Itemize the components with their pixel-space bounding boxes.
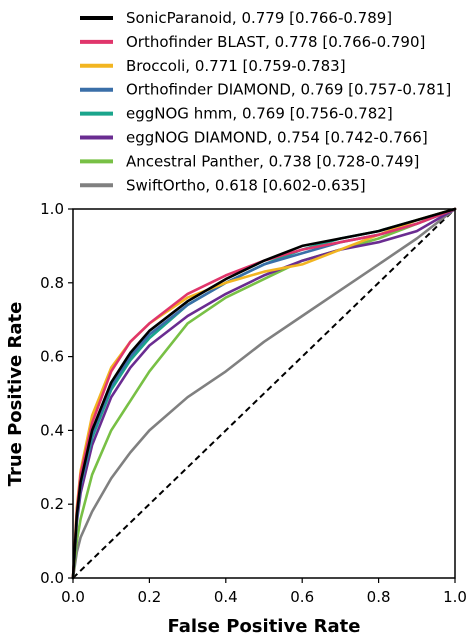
legend-label: Orthofinder DIAMOND, 0.769 [0.757-0.781]: [126, 81, 451, 99]
legend-label: Orthofinder BLAST, 0.778 [0.766-0.790]: [126, 33, 425, 51]
y-tick-label: 1.0: [40, 200, 64, 218]
legend-label: SwiftOrtho, 0.618 [0.602-0.635]: [126, 176, 366, 194]
roc-series-line: [71, 207, 457, 580]
x-tick-label: 1.0: [443, 588, 467, 606]
roc-series-line: [71, 207, 457, 580]
y-tick-label: 0.0: [40, 569, 64, 587]
legend-label: Ancestral Panther, 0.738 [0.728-0.749]: [126, 152, 419, 170]
x-tick-label: 0.6: [290, 588, 314, 606]
plot-area: [71, 207, 457, 580]
x-tick-label: 0.2: [137, 588, 161, 606]
y-axis-title: True Positive Rate: [5, 302, 26, 487]
diagonal-reference-line: [72, 208, 456, 579]
legend-label: Broccoli, 0.771 [0.759-0.783]: [126, 57, 346, 75]
x-tick-label: 0.4: [214, 588, 238, 606]
y-tick-label: 0.6: [40, 348, 64, 366]
legend-label: eggNOG hmm, 0.769 [0.756-0.782]: [126, 105, 393, 123]
roc-series-line: [71, 207, 457, 580]
roc-series-line: [71, 207, 457, 580]
x-axis-title: False Positive Rate: [168, 616, 361, 637]
axes: 0.0 0.2 0.4 0.6 0.8 1.0 0.0 0.2 0.4 0.6 0.8 1.0: [40, 200, 467, 606]
legend: SonicParanoid, 0.779 [0.766-0.789] Orthof…: [80, 9, 451, 194]
plot-frame: [72, 208, 456, 579]
legend-label: eggNOG DIAMOND, 0.754 [0.742-0.766]: [126, 129, 428, 147]
x-tick-label: 0.8: [367, 588, 391, 606]
x-tick-label: 0.0: [61, 588, 85, 606]
y-tick-label: 0.4: [40, 421, 64, 439]
y-tick-label: 0.8: [40, 274, 64, 292]
y-tick-label: 0.2: [40, 495, 64, 513]
roc-series-line: [71, 207, 457, 580]
legend-label: SonicParanoid, 0.779 [0.766-0.789]: [126, 9, 392, 27]
